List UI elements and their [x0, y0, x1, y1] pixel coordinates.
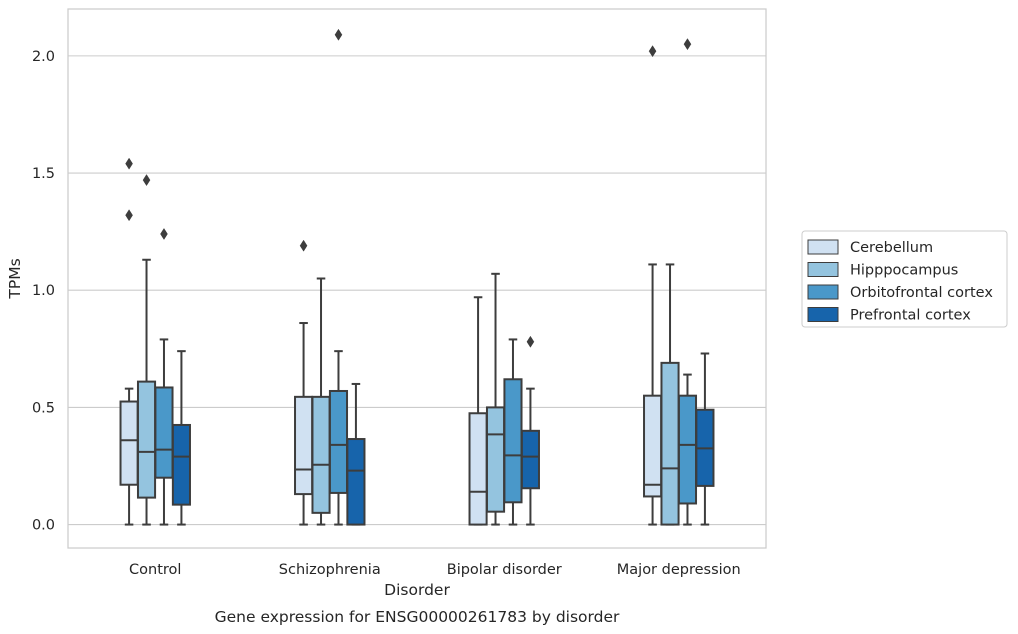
box: [294, 395, 314, 496]
box-group: [346, 382, 366, 526]
box-group: [485, 272, 506, 526]
box: [468, 412, 488, 526]
y-axis-ticks: 0.0 0.5 1.0 1.5 2.0: [32, 49, 55, 534]
box: [311, 395, 331, 514]
box-group: [520, 335, 540, 526]
box: [503, 378, 523, 504]
outlier-point: [334, 28, 343, 41]
y-tick-label: 1.5: [32, 166, 55, 182]
x-tick-label: Schizophrenia: [279, 562, 381, 578]
outlier-point: [125, 157, 133, 170]
legend-label: Orbitofrontal cortex: [850, 285, 993, 301]
box: [643, 394, 663, 498]
legend-swatch: [807, 239, 839, 255]
x-axis-label: Disorder: [384, 581, 450, 599]
outlier-point: [142, 174, 151, 187]
box-series: [119, 28, 715, 526]
box-group: [503, 338, 523, 526]
box-group: [468, 296, 488, 526]
legend-label: Cerebellum: [850, 240, 933, 256]
legend-swatch: [807, 284, 839, 300]
box-group: [154, 228, 174, 526]
outlier-point: [125, 209, 133, 222]
y-tick-label: 2.0: [32, 49, 55, 65]
legend-item: Prefrontal cortex: [807, 307, 971, 324]
legend-item: Cerebellum: [807, 239, 933, 256]
box-group: [311, 277, 331, 526]
legend-swatch: [807, 262, 839, 277]
x-tick-label: Major depression: [617, 562, 741, 578]
box-group: [328, 28, 349, 526]
chart-title: Gene expression for ENSG00000261783 by d…: [215, 608, 620, 626]
box-group: [136, 174, 157, 526]
x-tick-label: Bipolar disorder: [447, 562, 562, 578]
box-group: [171, 350, 191, 526]
box: [485, 406, 506, 513]
box-group: [695, 352, 715, 526]
box: [520, 429, 540, 490]
plot-frame: [67, 8, 767, 549]
legend-item: Hipppocampus: [807, 262, 958, 279]
box: [171, 423, 191, 506]
y-axis-label: TPMs: [6, 258, 24, 299]
legend: Cerebellum Hipppocampus Orbitofrontal cort…: [801, 230, 1008, 328]
outlier-point: [526, 335, 535, 348]
y-tick-label: 0.5: [32, 400, 55, 416]
box: [328, 389, 349, 494]
box: [119, 400, 139, 486]
box-group: [660, 263, 680, 526]
box: [660, 361, 680, 526]
box: [154, 386, 174, 479]
box: [136, 380, 157, 499]
box-group: [677, 38, 698, 526]
y-tick-label: 0.0: [32, 518, 55, 534]
legend-item: Orbitofrontal cortex: [807, 284, 993, 301]
outlier-point: [648, 45, 657, 58]
legend-swatch: [807, 307, 839, 322]
outlier-point: [299, 239, 308, 252]
box-group: [119, 157, 139, 526]
box-group: [294, 239, 314, 526]
box: [346, 438, 366, 526]
outlier-point: [160, 228, 168, 240]
outlier-point: [683, 38, 692, 51]
legend-label: Prefrontal cortex: [850, 308, 971, 324]
box: [677, 394, 698, 505]
legend-frame: [801, 230, 1008, 328]
legend-label: Hipppocampus: [850, 263, 958, 279]
box-group: [643, 45, 663, 526]
x-axis-ticks: Control Schizophrenia Bipolar disorder Majo…: [129, 562, 741, 578]
x-tick-label: Control: [129, 562, 181, 578]
y-tick-label: 1.0: [32, 283, 55, 299]
